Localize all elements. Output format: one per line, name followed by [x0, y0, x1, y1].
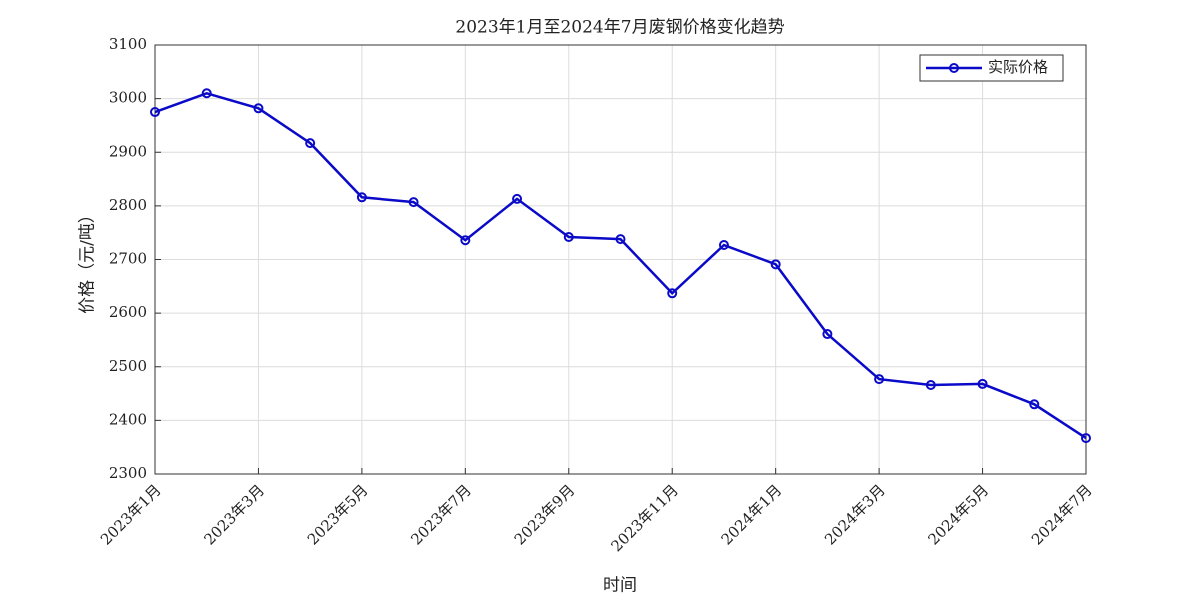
line	[154, 91, 1087, 440]
marker	[512, 193, 523, 204]
marker	[925, 379, 936, 390]
marker	[356, 192, 367, 203]
marker	[667, 288, 678, 299]
y-tick-label: 3000	[109, 89, 147, 107]
y-tick-label: 2800	[109, 196, 147, 214]
plot-frame	[154, 44, 1087, 475]
legend-label: 实际价格	[988, 58, 1048, 76]
y-tick-label: 2500	[109, 357, 147, 375]
marker	[1081, 433, 1091, 444]
marker	[1029, 399, 1040, 410]
chart-title: 2023年1月至2024年7月废钢价格变化趋势	[455, 18, 784, 38]
y-axis-label: 价格（元/吨）	[78, 206, 98, 314]
marker	[822, 329, 833, 340]
y-tick-label: 2300	[109, 464, 147, 482]
y-tick-label: 2400	[109, 410, 147, 428]
marker	[150, 107, 160, 118]
y-tick-label: 2900	[109, 142, 147, 160]
marker	[201, 88, 212, 99]
y-tick-label: 2700	[109, 250, 147, 268]
marker	[718, 240, 729, 251]
marker	[615, 234, 626, 245]
y-tick-label: 2600	[109, 303, 147, 321]
marker	[563, 231, 574, 242]
x-axis-label: 时间	[603, 576, 637, 596]
marker	[770, 259, 781, 270]
marker	[874, 374, 885, 385]
y-tick-label: 3100	[109, 35, 147, 53]
legend-marker	[949, 63, 959, 73]
marker	[253, 103, 264, 114]
marker	[408, 197, 419, 208]
marker	[305, 138, 316, 149]
marker	[977, 378, 988, 389]
marker	[460, 235, 471, 246]
